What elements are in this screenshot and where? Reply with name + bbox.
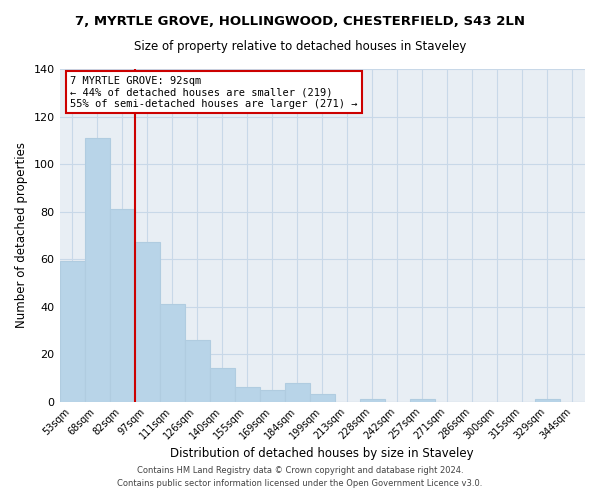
Text: 7, MYRTLE GROVE, HOLLINGWOOD, CHESTERFIELD, S43 2LN: 7, MYRTLE GROVE, HOLLINGWOOD, CHESTERFIE… (75, 15, 525, 28)
Bar (310, 394, 335, 402)
Bar (134, 242, 160, 402)
Bar (285, 382, 310, 402)
Bar (535, 399, 560, 402)
Y-axis label: Number of detached properties: Number of detached properties (15, 142, 28, 328)
Bar (110, 209, 134, 402)
Bar (185, 340, 209, 402)
Bar (209, 368, 235, 402)
Text: Contains HM Land Registry data © Crown copyright and database right 2024.
Contai: Contains HM Land Registry data © Crown c… (118, 466, 482, 487)
Bar (235, 388, 260, 402)
Bar (360, 399, 385, 402)
X-axis label: Distribution of detached houses by size in Staveley: Distribution of detached houses by size … (170, 447, 474, 460)
Text: 7 MYRTLE GROVE: 92sqm
← 44% of detached houses are smaller (219)
55% of semi-det: 7 MYRTLE GROVE: 92sqm ← 44% of detached … (70, 76, 358, 109)
Bar (59, 262, 85, 402)
Text: Size of property relative to detached houses in Staveley: Size of property relative to detached ho… (134, 40, 466, 53)
Bar (410, 399, 435, 402)
Bar (160, 304, 185, 402)
Bar (260, 390, 285, 402)
Bar (85, 138, 110, 402)
